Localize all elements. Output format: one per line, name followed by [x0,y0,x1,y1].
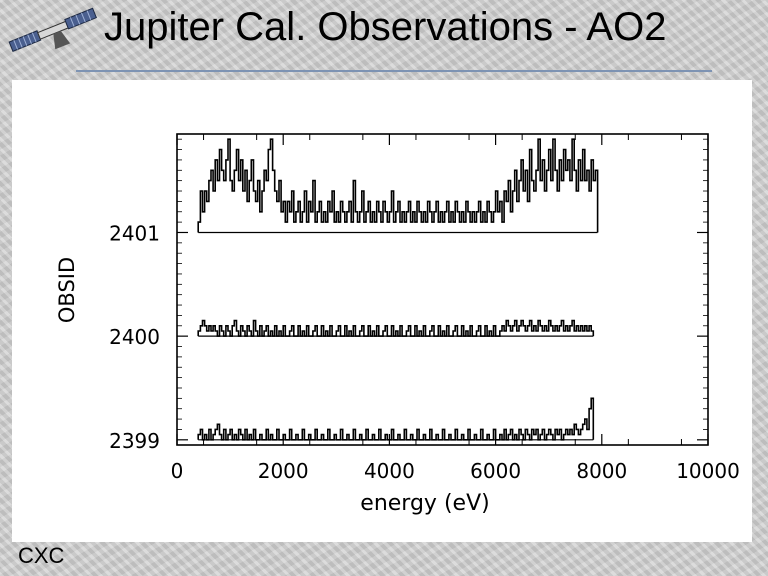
y-axis: 2399 2400 2401 [109,138,708,453]
page-title: Jupiter Cal. Observations - AO2 [104,5,667,49]
x-tick-label: 4000 [364,459,415,483]
series-line-2400 [197,319,595,337]
x-tick-label: 0 [171,459,184,483]
x-tick-label: 2000 [258,459,309,483]
plot-frame [176,133,709,446]
y-axis-label: OBSID [55,257,79,323]
x-axis: 0 2000 4000 6000 8000 10000 [171,134,740,483]
footer-label: CXC [18,543,65,568]
y-tick-label: 2400 [109,325,160,349]
title-divider [76,70,712,72]
x-tick-label: 6000 [470,459,521,483]
x-tick-label: 10000 [676,459,740,483]
y-tick-label: 2399 [109,429,160,453]
y-tick-label: 2401 [109,221,160,245]
series-group [197,138,599,441]
x-tick-label: 8000 [576,459,627,483]
x-axis-label: energy (eV) [360,491,489,516]
series-line-2401 [197,138,599,233]
satellite-icon [8,7,98,52]
